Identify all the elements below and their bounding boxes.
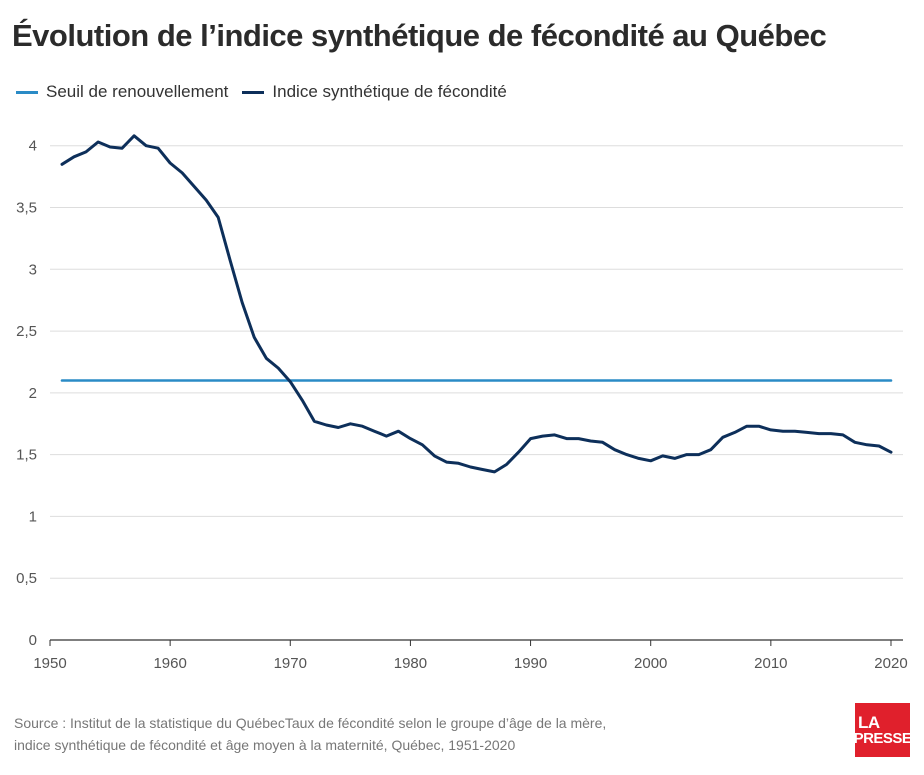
y-tick-label: 4 xyxy=(29,138,37,155)
logo-text-la: LA xyxy=(858,713,880,732)
series-line-fertility-index xyxy=(60,134,893,474)
chart-legend: Seuil de renouvellement Indice synthétiq… xyxy=(16,82,507,102)
source-note: Source : Institut de la statistique du Q… xyxy=(14,712,714,756)
source-line-1: Source : Institut de la statistique du Q… xyxy=(14,715,607,731)
legend-label-fertility-index: Indice synthétique de fécondité xyxy=(272,82,507,101)
legend-item-fertility-index: Indice synthétique de fécondité xyxy=(242,82,507,102)
legend-swatch-renewal-threshold xyxy=(16,90,38,94)
legend-label-renewal-threshold: Seuil de renouvellement xyxy=(46,82,229,101)
y-tick-label: 3 xyxy=(29,261,37,278)
legend-item-renewal-threshold: Seuil de renouvellement xyxy=(16,82,228,102)
la-presse-logo: LA PRESSE xyxy=(853,703,912,757)
logo-text-presse: PRESSE xyxy=(853,730,912,747)
x-tick-label: 2010 xyxy=(754,655,787,672)
line-chart: 0 0,5 1 1,5 2 2,5 3 3,5 4 1950 1960 1970 1980 1990 200… xyxy=(16,134,908,672)
x-tick-label: 1970 xyxy=(274,655,307,672)
x-tick-label: 2020 xyxy=(874,655,907,672)
x-tick-label: 1980 xyxy=(394,655,427,672)
chart-title: Évolution de l’indice synthétique de féc… xyxy=(12,18,827,53)
y-tick-label: 1,5 xyxy=(16,447,37,464)
x-tick-label: 2000 xyxy=(634,655,667,672)
y-tick-label: 2 xyxy=(29,385,37,402)
source-line-2: indice synthétique de fécondité et âge m… xyxy=(14,737,516,753)
x-tick-label: 1960 xyxy=(153,655,186,672)
legend-swatch-fertility-index xyxy=(242,90,265,94)
y-tick-label: 0,5 xyxy=(16,570,37,587)
y-tick-label: 2,5 xyxy=(16,323,37,340)
x-tick-label: 1950 xyxy=(33,655,66,672)
y-tick-label: 0 xyxy=(29,632,37,649)
y-tick-label: 3,5 xyxy=(16,200,37,217)
y-tick-label: 1 xyxy=(29,508,37,525)
x-tick-label: 1990 xyxy=(514,655,547,672)
